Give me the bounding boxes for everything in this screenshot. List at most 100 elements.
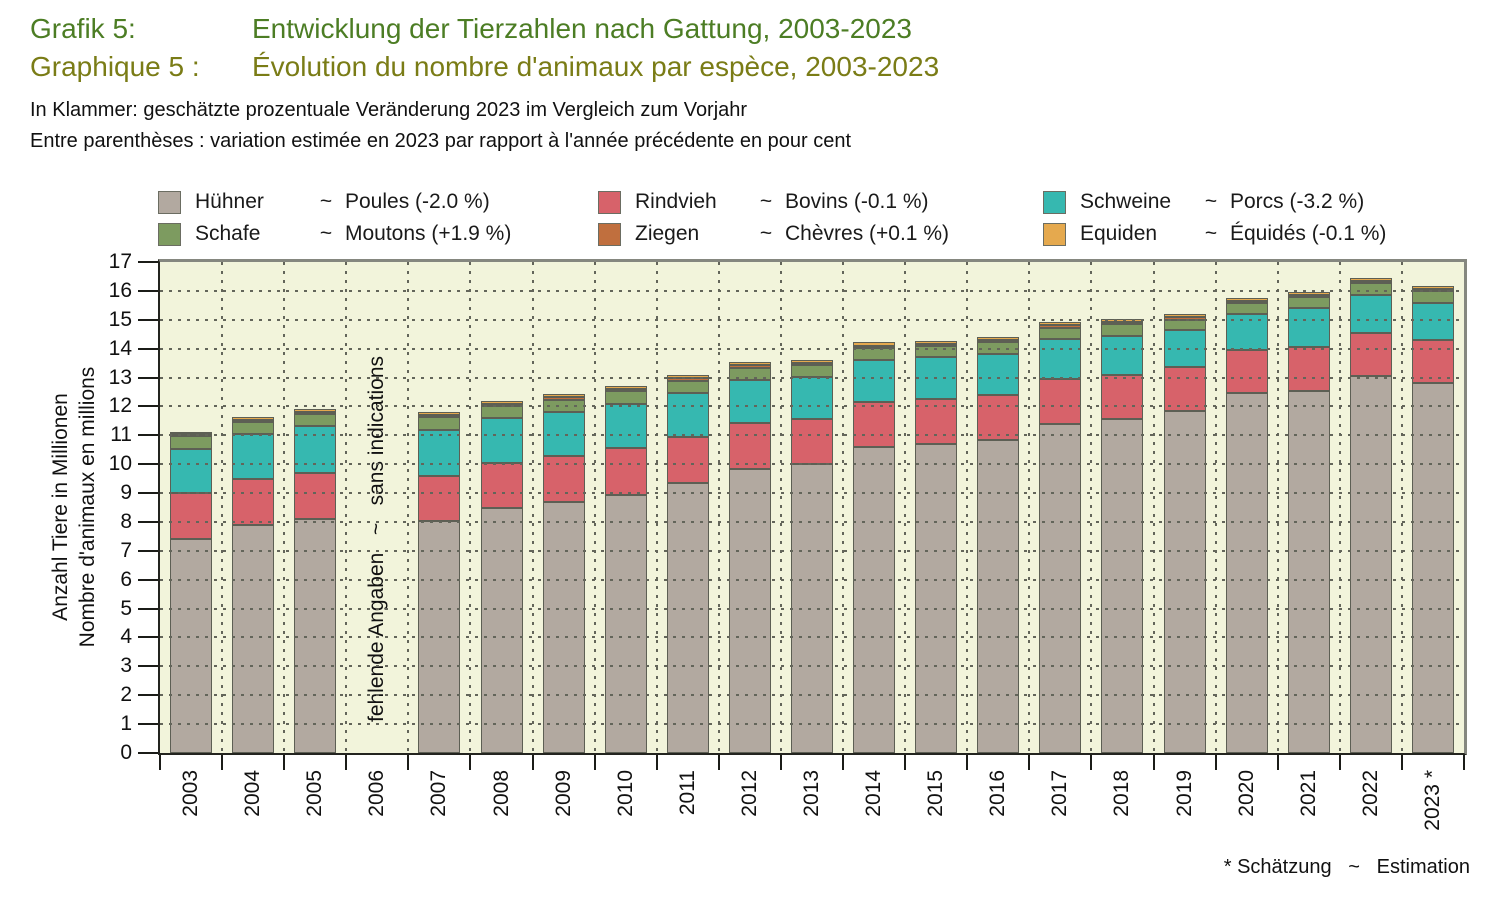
bar-segment-schafe-2011	[666, 380, 709, 393]
x-tick-14	[1028, 755, 1031, 770]
bar-segment-schafe-2015	[915, 346, 958, 358]
bar-segment-schweine-2021	[1287, 308, 1330, 347]
gridline-y-12	[160, 405, 1464, 408]
bar-segment-schweine-2016	[977, 353, 1020, 395]
y-tick-label-4: 4	[120, 625, 132, 649]
bar-segment-ziegen-2008	[480, 403, 523, 406]
bar-segment-huehner-2023	[1411, 383, 1454, 753]
bar-segment-equiden-2016	[977, 336, 1020, 341]
x-tick-label-2015: 2015	[924, 770, 948, 817]
figure-title-fr: Évolution du nombre d'animaux par espèce…	[252, 51, 940, 82]
bar-segment-schweine-2022	[1349, 294, 1392, 333]
x-tick-label-2003: 2003	[179, 770, 203, 817]
y-tick-2	[138, 694, 158, 697]
x-tick-0	[159, 755, 161, 770]
bar-segment-schweine-2004	[232, 433, 275, 480]
bar-segment-schweine-2005	[294, 425, 337, 473]
bar-segment-equiden-2015	[915, 340, 958, 345]
legend-swatch-schafe	[158, 222, 181, 246]
legend-item-schafe: Schafe ~ Moutons (+1.9 %)	[158, 218, 511, 250]
y-tick-17	[138, 261, 158, 263]
bar-segment-rindvieh-2012	[728, 422, 771, 469]
x-tick-11	[842, 755, 845, 770]
bar-segment-schweine-2018	[1101, 335, 1144, 375]
bar-segment-schweine-2011	[666, 392, 709, 437]
plot-area: Anzahl Tiere in Millionen Nombre d'anima…	[49, 250, 1467, 831]
gridline-x-1	[221, 262, 224, 753]
gridline-y-11	[160, 434, 1464, 437]
x-tick-2	[283, 755, 286, 770]
gridline-y-1	[160, 723, 1464, 726]
gridline-x-14	[1028, 262, 1031, 753]
bar-segment-schweine-2014	[853, 359, 896, 402]
bar-segment-schweine-2023	[1411, 303, 1454, 340]
bar-segment-equiden-2020	[1225, 297, 1268, 301]
x-tick-9	[717, 755, 720, 770]
title-line-fr: Graphique 5 : Évolution du nombre d'anima…	[30, 50, 939, 84]
x-tick-label-2012: 2012	[737, 770, 761, 817]
x-tick-5	[469, 755, 472, 770]
y-tick-label-8: 8	[120, 509, 132, 533]
legend-label-fr-rindvieh: Bovins (-0.1 %)	[785, 190, 929, 213]
bar-segment-schafe-2022	[1349, 283, 1392, 295]
bar-2009	[542, 262, 585, 753]
x-tick-13	[966, 755, 969, 770]
bar-segment-ziegen-2018	[1101, 321, 1144, 325]
legend-label-de-equiden: Equiden	[1080, 222, 1158, 245]
y-tick-label-17: 17	[108, 250, 132, 273]
figure-title-de: Entwicklung der Tierzahlen nach Gattung,…	[252, 13, 912, 44]
legend-item-schweine: Schweine ~ Porcs (-3.2 %)	[1043, 186, 1386, 218]
bar-segment-ziegen-2021	[1287, 294, 1330, 298]
x-tick-label-2006: 2006	[365, 770, 389, 817]
bar-2013	[791, 262, 833, 753]
gridline-x-20	[1400, 262, 1403, 753]
x-tick-18	[1276, 755, 1279, 770]
gridline-y-5	[160, 607, 1464, 610]
y-tick-label-11: 11	[110, 423, 132, 447]
x-tick-label-2018: 2018	[1110, 770, 1134, 817]
bar-segment-ziegen-2020	[1225, 300, 1268, 304]
bar-segment-equiden-2004	[232, 417, 275, 420]
bar-segment-rindvieh-2007	[418, 475, 461, 521]
x-tick-label-2004: 2004	[241, 770, 265, 817]
legend-column-2: Schweine ~ Porcs (-3.2 %) Equiden ~ Équidés (…	[1043, 186, 1386, 250]
y-tick-7	[138, 549, 158, 552]
legend-swatch-equiden	[1043, 222, 1066, 246]
bar-segment-rindvieh-2003	[170, 492, 213, 540]
x-tick-19	[1338, 755, 1341, 770]
bar-2018	[1101, 262, 1144, 753]
bar-segment-schafe-2021	[1287, 297, 1330, 309]
bar-segment-rindvieh-2013	[791, 419, 833, 465]
bar-segment-equiden-2007	[418, 412, 461, 416]
subtitle-de: In Klammer: geschätzte prozentuale Verän…	[30, 99, 748, 121]
bar-segment-schafe-2012	[728, 367, 771, 380]
x-tick-label-2023: 2023 *	[1420, 770, 1444, 831]
legend-swatch-ziegen	[598, 222, 621, 246]
y-tick-9	[138, 492, 158, 495]
bar-segment-schafe-2005	[294, 413, 337, 426]
y-tick-label-10: 10	[108, 452, 132, 476]
bar-segment-schweine-2009	[542, 411, 585, 456]
y-tick-12	[138, 405, 158, 408]
bar-segment-schweine-2008	[480, 417, 523, 463]
bar-segment-huehner-2003	[170, 539, 213, 753]
bar-2008	[480, 262, 523, 753]
bar-segment-ziegen-2022	[1349, 280, 1392, 284]
legend-tilde-ziegen: ~	[759, 222, 773, 245]
bar-segment-schweine-2017	[1039, 339, 1082, 379]
bar-segment-huehner-2016	[977, 439, 1020, 753]
bar-segment-huehner-2011	[666, 482, 709, 753]
y-tick-1	[138, 723, 158, 726]
x-tick-16	[1152, 755, 1155, 770]
y-tick-label-7: 7	[120, 538, 132, 562]
bar-segment-schafe-2020	[1225, 303, 1268, 315]
bar-segment-rindvieh-2019	[1163, 367, 1206, 411]
gridline-y-7	[160, 549, 1464, 552]
bar-segment-ziegen-2015	[915, 344, 958, 347]
legend-label-fr-huehner: Poules (-2.0 %)	[345, 190, 490, 213]
y-axis-title-de: Anzahl Tiere in Millionen	[49, 393, 72, 621]
bar-segment-huehner-2010	[604, 494, 647, 753]
y-tick-10	[138, 463, 158, 466]
legend-item-ziegen: Ziegen ~ Chèvres (+0.1 %)	[598, 218, 949, 250]
